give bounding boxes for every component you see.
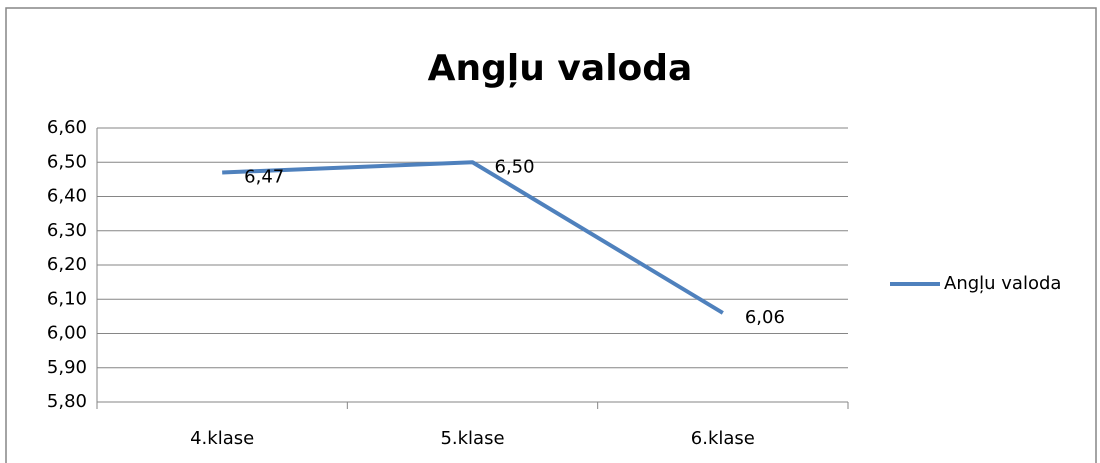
line-series [222, 160, 724, 315]
data-label: 6,50 [495, 156, 535, 177]
y-tick-label: 6,60 [47, 117, 87, 138]
chart-frame [5, 7, 1097, 463]
y-tick-label: 6,00 [47, 323, 87, 344]
legend-label: Angļu valoda [944, 273, 1061, 294]
y-tick-label: 5,90 [47, 357, 87, 378]
y-tick-label: 6,10 [47, 288, 87, 309]
chart-title: Angļu valoda [428, 48, 693, 89]
x-tick-label: 5.klase [440, 428, 504, 449]
y-tick-label: 6,30 [47, 220, 87, 241]
y-tick-label: 6,20 [47, 254, 87, 275]
y-tick-label: 6,50 [47, 151, 87, 172]
x-tick-label: 6.klase [691, 428, 755, 449]
data-label: 6,06 [745, 307, 785, 328]
data-label: 6,47 [244, 167, 284, 188]
y-tick-label: 6,40 [47, 186, 87, 207]
x-tick-label: 4.klase [190, 428, 254, 449]
y-tick-label: 5,80 [47, 391, 87, 412]
